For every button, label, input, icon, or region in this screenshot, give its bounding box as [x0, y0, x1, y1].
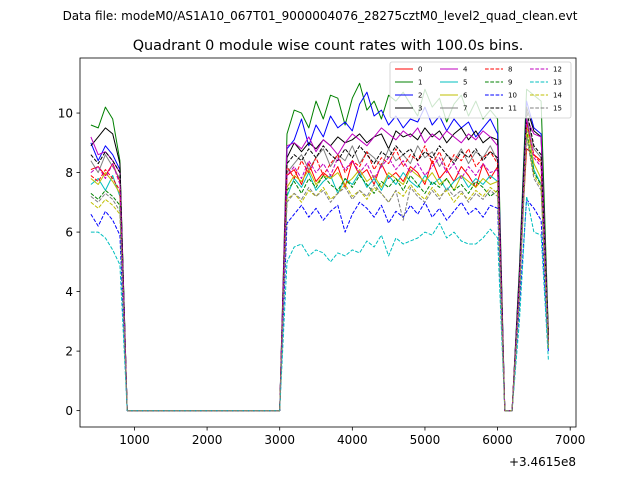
legend-label-8: 8: [508, 66, 512, 74]
legend-label-7: 7: [463, 105, 467, 113]
x-tick-label: 3000: [264, 433, 295, 447]
series-line-15: [90, 136, 549, 412]
y-tick-label: 2: [65, 344, 73, 358]
legend-label-5: 5: [463, 79, 467, 87]
legend-frame: [389, 61, 572, 119]
legend-label-2: 2: [418, 92, 422, 100]
y-tick-label: 6: [65, 225, 73, 239]
chart-title: Quadrant 0 module wise count rates with …: [133, 38, 524, 54]
legend-label-10: 10: [508, 92, 517, 100]
axes-frame: [80, 58, 576, 427]
legend-label-6: 6: [463, 92, 468, 100]
series-line-13: [90, 195, 549, 412]
plot-area: [79, 57, 577, 428]
series-line-10: [90, 198, 549, 412]
y-tick-label: 0: [65, 404, 73, 418]
x-tick-label: 6000: [482, 433, 513, 447]
axes-border: [79, 57, 577, 428]
legend-label-4: 4: [463, 66, 468, 74]
y-tick-label: 10: [58, 106, 73, 120]
legend-label-0: 0: [418, 66, 422, 74]
series-line-12: [90, 118, 549, 412]
x-tick-label: 1000: [119, 433, 150, 447]
legend-label-1: 1: [418, 79, 422, 87]
legend-label-12: 12: [553, 66, 562, 74]
legend-label-9: 9: [508, 79, 512, 87]
x-axis: 1000 2000 3000 4000 5000 6000 7000: [119, 427, 585, 447]
y-tick-label: 8: [65, 166, 73, 180]
x-axis-offset-label: +3.4615e8: [509, 455, 576, 469]
legend-label-11: 11: [508, 105, 517, 113]
legend-label-14: 14: [553, 92, 562, 100]
legend-label-13: 13: [553, 79, 562, 87]
legend-label-15: 15: [553, 105, 562, 113]
series-layer: [90, 82, 549, 412]
figure-suptitle: Data file: modeM0/AS1A10_067T01_90000040…: [63, 9, 578, 23]
legend-label-3: 3: [418, 105, 422, 113]
y-tick-label: 4: [65, 285, 73, 299]
x-tick-label: 7000: [555, 433, 586, 447]
x-tick-label: 4000: [337, 433, 368, 447]
x-tick-label: 2000: [192, 433, 223, 447]
y-axis: 0 2 4 6 8 10: [58, 106, 80, 418]
x-tick-label: 5000: [410, 433, 441, 447]
